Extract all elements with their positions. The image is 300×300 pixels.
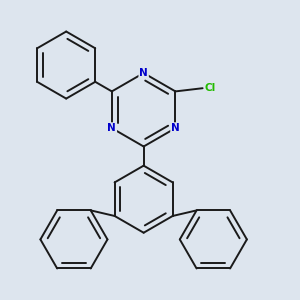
Text: N: N: [139, 68, 148, 78]
Text: Cl: Cl: [204, 83, 215, 93]
Text: N: N: [171, 123, 180, 133]
Text: N: N: [107, 123, 116, 133]
